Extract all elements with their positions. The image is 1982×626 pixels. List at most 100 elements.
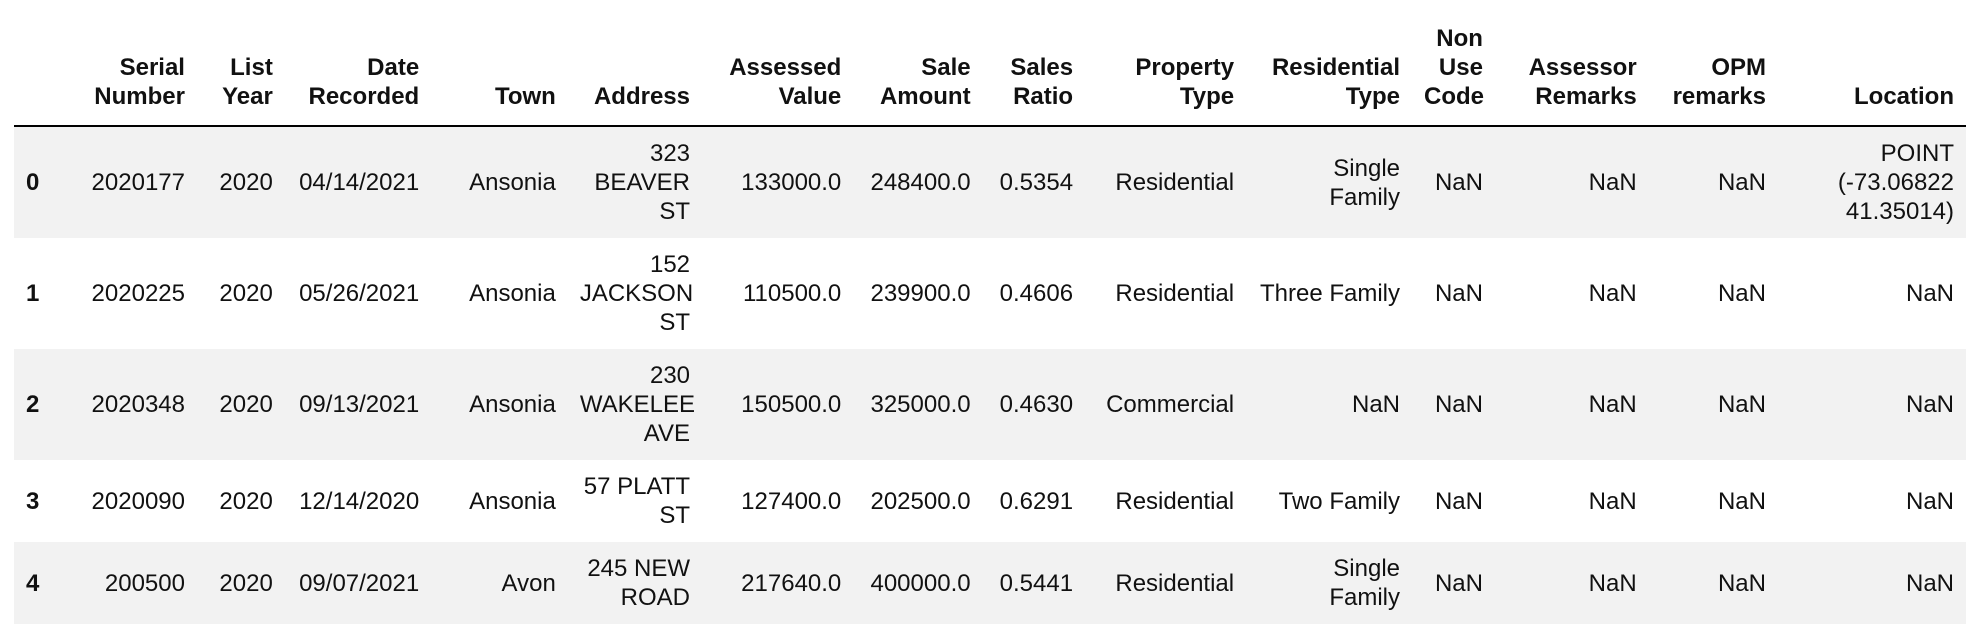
cell-non-use-code: NaN — [1434, 280, 1483, 307]
cell-sale-amount: 248400.0 — [870, 169, 971, 196]
cell-sales-ratio: 0.4630 — [999, 391, 1074, 418]
cell-assessed-value: 110500.0 — [742, 280, 842, 307]
cell-town: Ansonia — [469, 169, 556, 196]
header-index — [14, 14, 61, 127]
cell-property-type: Commercial — [1106, 391, 1235, 418]
table-row: 4 200500 2020 09/07/2021 Avon 245 NEW RO… — [14, 542, 1966, 624]
cell-opm-remarks: NaN — [1717, 280, 1766, 307]
header-property-type: Property Type — [1085, 14, 1247, 127]
cell-date-recorded: 09/07/2021 — [299, 569, 420, 597]
table-row: 0 2020177 2020 04/14/2021 Ansonia 323 BE… — [14, 126, 1966, 238]
cell-list-year: 2020 — [219, 569, 273, 597]
cell-assessed-value: 217640.0 — [741, 569, 842, 597]
cell-property-type: Residential — [1115, 569, 1235, 597]
header-opm-remarks: OPM remarks — [1648, 14, 1778, 127]
cell-location: NaN — [1905, 391, 1954, 418]
header-list-year: List Year — [196, 14, 285, 127]
table-row: 2 2020348 2020 09/13/2021 Ansonia 230 WA… — [14, 349, 1966, 460]
cell-location: NaN — [1905, 487, 1954, 515]
cell-town: Ansonia — [469, 280, 556, 307]
cell-address: 245 NEW ROAD — [587, 555, 691, 611]
header-address: Address — [567, 14, 703, 127]
cell-list-year: 2020 — [219, 391, 273, 418]
cell-assessor-remarks: NaN — [1588, 391, 1637, 418]
cell-non-use-code: NaN — [1434, 569, 1483, 597]
table-header: Serial Number List Year Date Recorded To… — [14, 14, 1966, 127]
header-row: Serial Number List Year Date Recorded To… — [14, 14, 1966, 127]
cell-property-type: Residential — [1115, 487, 1235, 515]
cell-address: 57 PLATT ST — [583, 473, 691, 529]
cell-residential-type: Three Family — [1259, 280, 1400, 307]
cell-address: 152 JACKSON ST — [579, 251, 694, 336]
cell-non-use-code: NaN — [1434, 391, 1483, 418]
cell-town: Ansonia — [469, 391, 556, 418]
cell-opm-remarks: NaN — [1717, 169, 1766, 196]
cell-date-recorded: 05/26/2021 — [299, 280, 420, 307]
dataframe-table: Serial Number List Year Date Recorded To… — [14, 14, 1966, 624]
cell-address: 323 BEAVER ST — [594, 140, 691, 225]
header-residential-type: Residential Type — [1246, 14, 1412, 127]
cell-address: 230 WAKELEE AVE — [579, 362, 695, 447]
cell-assessor-remarks: NaN — [1588, 280, 1637, 307]
cell-list-year: 2020 — [219, 487, 273, 515]
cell-opm-remarks: NaN — [1717, 391, 1766, 418]
header-serial-number: Serial Number — [60, 14, 197, 127]
header-sale-amount: Sale Amount — [853, 14, 983, 127]
row-index: 2 — [26, 391, 40, 418]
cell-list-year: 2020 — [219, 169, 273, 196]
header-town: Town — [431, 14, 568, 127]
cell-residential-type: Single Family — [1329, 555, 1400, 611]
cell-opm-remarks: NaN — [1717, 487, 1766, 515]
cell-residential-type: NaN — [1351, 391, 1400, 418]
cell-assessor-remarks: NaN — [1588, 569, 1637, 597]
table-row: 1 2020225 2020 05/26/2021 Ansonia 152 JA… — [14, 238, 1966, 349]
cell-town: Avon — [501, 569, 556, 597]
cell-location: NaN — [1905, 569, 1954, 597]
header-assessed-value: Assessed Value — [702, 14, 854, 127]
header-assessor-remarks: Assessor Remarks — [1494, 14, 1649, 127]
table-row: 3 2020090 2020 12/14/2020 Ansonia 57 PLA… — [14, 460, 1966, 542]
cell-non-use-code: NaN — [1434, 487, 1483, 515]
cell-serial-number: 2020090 — [91, 487, 185, 515]
cell-location: POINT (-73.06822 41.35014) — [1837, 140, 1954, 225]
cell-residential-type: Single Family — [1329, 154, 1400, 211]
cell-sale-amount: 202500.0 — [870, 487, 971, 515]
cell-non-use-code: NaN — [1434, 169, 1483, 196]
cell-sale-amount: 239900.0 — [870, 280, 971, 307]
cell-sales-ratio: 0.5441 — [999, 569, 1074, 597]
row-index: 1 — [26, 280, 40, 307]
cell-date-recorded: 04/14/2021 — [299, 169, 420, 196]
cell-residential-type: Two Family — [1278, 487, 1400, 515]
table-body: 0 2020177 2020 04/14/2021 Ansonia 323 BE… — [14, 126, 1966, 624]
cell-assessed-value: 150500.0 — [741, 391, 842, 418]
cell-assessor-remarks: NaN — [1588, 487, 1637, 515]
cell-assessed-value: 133000.0 — [741, 169, 842, 196]
cell-opm-remarks: NaN — [1717, 569, 1766, 597]
cell-date-recorded: 12/14/2020 — [299, 487, 420, 515]
cell-property-type: Residential — [1115, 280, 1235, 307]
cell-serial-number: 2020225 — [91, 280, 185, 307]
row-index: 3 — [26, 487, 40, 515]
cell-date-recorded: 09/13/2021 — [299, 391, 420, 418]
cell-town: Ansonia — [469, 487, 556, 515]
row-index: 0 — [26, 169, 40, 196]
cell-sale-amount: 325000.0 — [870, 391, 971, 418]
cell-assessor-remarks: NaN — [1588, 169, 1637, 196]
cell-list-year: 2020 — [219, 280, 273, 307]
header-sales-ratio: Sales Ratio — [982, 14, 1086, 127]
cell-property-type: Residential — [1115, 169, 1235, 196]
header-date-recorded: Date Recorded — [284, 14, 432, 127]
cell-sales-ratio: 0.4606 — [999, 280, 1074, 307]
row-index: 4 — [26, 569, 40, 597]
cell-sale-amount: 400000.0 — [870, 569, 971, 597]
header-non-use-code: Non Use Code — [1412, 14, 1495, 127]
header-location: Location — [1777, 14, 1966, 127]
cell-sales-ratio: 0.6291 — [999, 487, 1074, 515]
cell-sales-ratio: 0.5354 — [999, 169, 1074, 196]
cell-serial-number: 2020348 — [91, 391, 185, 418]
cell-location: NaN — [1905, 280, 1954, 307]
cell-assessed-value: 127400.0 — [741, 487, 842, 515]
cell-serial-number: 200500 — [104, 569, 185, 597]
cell-serial-number: 2020177 — [91, 169, 185, 196]
